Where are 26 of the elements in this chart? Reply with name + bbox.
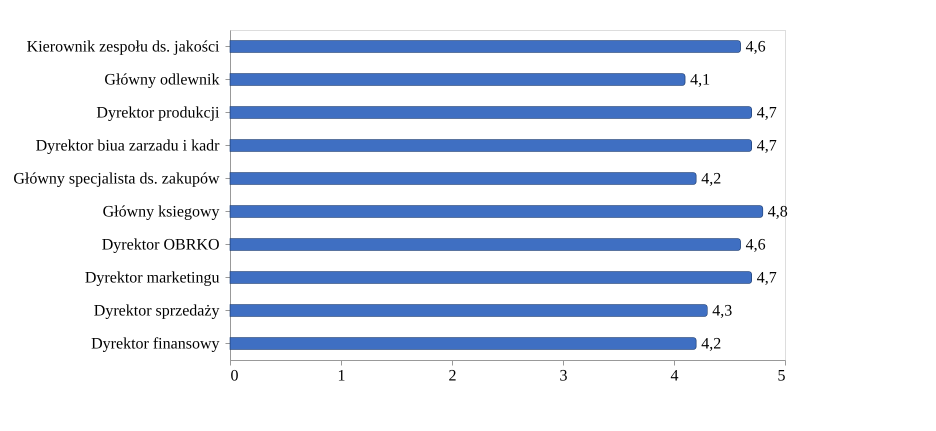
y-tick-label: Główny ksiegowy	[102, 204, 220, 220]
data-label: 4,2	[701, 336, 722, 352]
data-label: 4,1	[690, 72, 710, 88]
x-tick-label: 4	[670, 368, 678, 384]
x-tick-label: 5	[778, 368, 786, 384]
x-tick-label: 1	[338, 368, 346, 384]
y-tick-label: Dyrektor produkcji	[96, 104, 220, 122]
x-tick-label: 0	[230, 368, 238, 384]
y-tick-label: Dyrektor sprzedaży	[94, 302, 220, 320]
y-tick-label: Dyrektor biua zarzadu i kadr	[36, 138, 220, 154]
y-tick-label: Dyrektor finansowy	[91, 336, 220, 352]
x-tick-label: 2	[448, 368, 456, 384]
data-label: 4,7	[756, 270, 777, 286]
y-tick-label: Dyrektor marketingu	[84, 270, 220, 286]
y-tick-label: Główny odlewnik	[104, 72, 220, 88]
y-tick-label: Dyrektor OBRKO	[102, 236, 220, 254]
data-label: 4,7	[756, 104, 777, 122]
data-label: 4,2	[701, 170, 722, 188]
data-label: 4,6	[746, 38, 766, 56]
data-label: 4,7	[756, 138, 777, 154]
y-tick-label: Kierownik zespołu ds. jakości	[26, 38, 220, 56]
data-label: 4,6	[746, 236, 766, 254]
y-tick-label: Główny specjalista ds. zakupów	[13, 170, 220, 188]
data-label: 4,8	[768, 204, 788, 220]
x-tick-label: 3	[560, 368, 568, 384]
data-label: 4,3	[712, 302, 732, 320]
